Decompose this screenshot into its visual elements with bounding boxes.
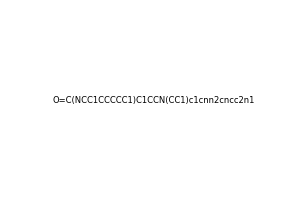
Text: O=C(NCC1CCCCC1)C1CCN(CC1)c1cnn2cncc2n1: O=C(NCC1CCCCC1)C1CCN(CC1)c1cnn2cncc2n1 [52,97,255,106]
